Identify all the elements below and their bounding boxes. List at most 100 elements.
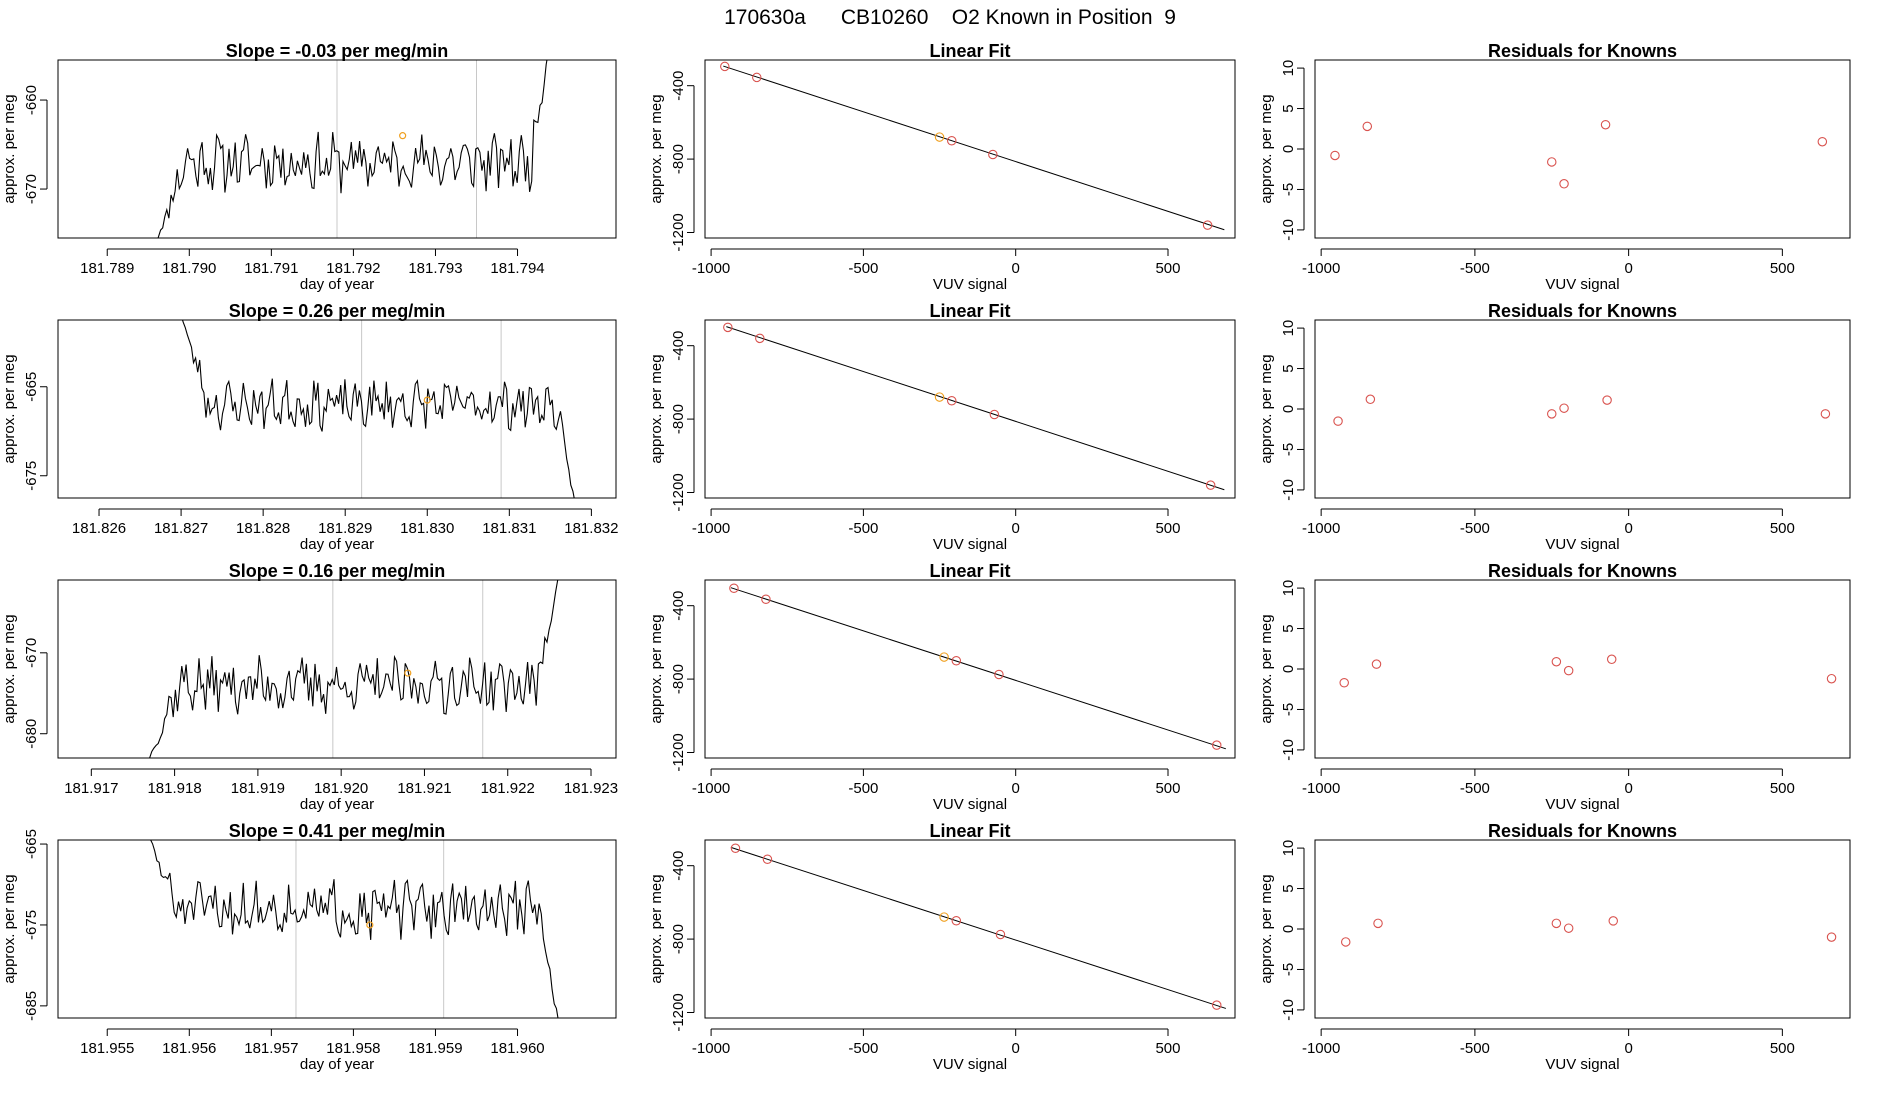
data-point <box>1551 918 1562 929</box>
data-point <box>1563 923 1574 933</box>
y-tick-label: 10 <box>1280 840 1297 857</box>
y-tick-label: -400 <box>670 591 687 621</box>
x-tick-label: 181.790 <box>162 260 216 277</box>
data-point <box>729 583 739 594</box>
panel-0-1: Linear Fit -1000 -500 0 500 VUV signal -400 -80… <box>648 41 1236 293</box>
data-point <box>1211 1000 1222 1010</box>
y-tick-label: -10 <box>1280 999 1297 1021</box>
y-tick-label: -10 <box>1280 739 1297 761</box>
data-point <box>946 135 957 146</box>
panel-title: Linear Fit <box>929 41 1010 61</box>
data-point <box>1820 409 1831 419</box>
panel-1-1: Linear Fit -1000 -500 0 500 VUV signal -400 -80… <box>648 301 1236 553</box>
y-axis-label: approx. per meg <box>1258 614 1275 723</box>
y-tick-label: -1200 <box>670 473 687 511</box>
x-tick-label: -1000 <box>692 780 730 797</box>
data-point <box>994 669 1004 680</box>
x-tick-label: 181.791 <box>244 260 298 277</box>
x-tick-label: 181.956 <box>162 1040 216 1057</box>
data-point <box>1333 416 1343 426</box>
highlight-point <box>423 396 431 404</box>
panel-2-2: Residuals for Knowns -1000 -500 0 500 VUV sig… <box>1258 561 1851 813</box>
highlight-point <box>366 921 374 929</box>
x-tick-label: 0 <box>1624 520 1632 537</box>
fit-line <box>723 65 1225 231</box>
x-axis-label: VUV signal <box>1545 536 1619 553</box>
y-tick-label: -665 <box>23 829 40 859</box>
data-layer <box>729 583 1227 750</box>
y-tick-label: -1200 <box>670 733 687 771</box>
figure-title: 170630a CB10260 O2 Known in Position 9 <box>724 6 1176 29</box>
x-axis-label: VUV signal <box>933 1056 1007 1073</box>
x-tick-label: -500 <box>848 520 878 537</box>
panel-title: Slope = 0.26 per meg/min <box>229 301 446 321</box>
y-axis-label: approx. per meg <box>1 94 18 203</box>
data-layer <box>1340 916 1837 947</box>
data-point <box>1371 659 1382 669</box>
y-tick-label: 5 <box>1280 104 1297 112</box>
data-layer <box>720 61 1225 231</box>
data-layer <box>157 60 548 238</box>
panel-0-2: Residuals for Knowns -1000 -500 0 500 VUV sig… <box>1258 41 1851 293</box>
x-tick-label: 181.960 <box>490 1040 544 1057</box>
fit-line <box>730 587 1227 750</box>
data-point <box>951 655 962 666</box>
data-layer <box>723 322 1225 491</box>
x-axis-label: day of year <box>300 796 374 813</box>
x-tick-label: -1000 <box>1302 780 1340 797</box>
data-point <box>1600 119 1611 130</box>
y-tick-label: -400 <box>670 851 687 881</box>
x-tick-label: 0 <box>1624 780 1632 797</box>
y-tick-label: -660 <box>23 85 40 115</box>
y-tick-label: -5 <box>1280 963 1297 976</box>
x-tick-label: -1000 <box>692 260 730 277</box>
y-tick-label: 10 <box>1280 320 1297 337</box>
x-tick-label: 181.920 <box>314 780 368 797</box>
data-point <box>1211 740 1222 750</box>
y-axis-label: approx. per meg <box>1 614 18 723</box>
series-line <box>157 60 548 238</box>
x-tick-label: -1000 <box>1302 520 1340 537</box>
y-tick-label: -5 <box>1280 443 1297 456</box>
x-axis-label: day of year <box>300 1056 374 1073</box>
panel-3-1: Linear Fit -1000 -500 0 500 VUV signal -400 -80… <box>648 821 1236 1073</box>
y-tick-label: 5 <box>1280 884 1297 892</box>
panel-2-0: Slope = 0.16 per meg/min 181.917 181.918 18… <box>1 561 618 813</box>
y-tick-label: -680 <box>23 719 40 749</box>
data-point <box>951 915 962 926</box>
highlight-point <box>939 912 949 922</box>
y-tick-label: -10 <box>1280 479 1297 501</box>
data-point <box>1602 395 1612 405</box>
panel-1-0: Slope = 0.26 per meg/min 181.826 181.827 18… <box>1 301 618 553</box>
y-tick-label: -685 <box>23 991 40 1021</box>
x-tick-label: 181.923 <box>564 780 618 797</box>
y-axis-label: approx. per meg <box>1 874 18 983</box>
y-tick-label: 0 <box>1280 665 1297 673</box>
x-tick-label: -500 <box>1460 1040 1490 1057</box>
highlight-point <box>934 132 945 142</box>
y-axis-label: approx. per meg <box>648 614 665 723</box>
data-layer <box>1333 394 1831 426</box>
x-axis-label: VUV signal <box>933 536 1007 553</box>
x-axis-label: VUV signal <box>933 796 1007 813</box>
plot-frame <box>1314 59 1851 239</box>
data-point <box>1547 157 1557 167</box>
data-point <box>755 333 765 344</box>
series-line <box>149 580 559 758</box>
data-point <box>1608 916 1618 926</box>
y-axis-label: approx. per meg <box>648 354 665 463</box>
x-tick-label: 0 <box>1012 780 1020 797</box>
x-tick-label: 181.917 <box>64 780 118 797</box>
x-tick-label: -500 <box>1460 260 1490 277</box>
plot-frame <box>1314 579 1851 759</box>
x-tick-label: 181.794 <box>490 260 544 277</box>
x-tick-label: 500 <box>1155 260 1180 277</box>
panel-2-1: Linear Fit -1000 -500 0 500 VUV signal -400 -80… <box>648 561 1236 813</box>
y-axis-label: approx. per meg <box>648 94 665 203</box>
y-tick-label: -675 <box>23 910 40 940</box>
x-tick-label: 181.831 <box>482 520 536 537</box>
data-point <box>1551 656 1562 667</box>
panel-title: Linear Fit <box>929 301 1010 321</box>
highlight-point <box>939 652 949 662</box>
fit-line <box>726 326 1225 491</box>
